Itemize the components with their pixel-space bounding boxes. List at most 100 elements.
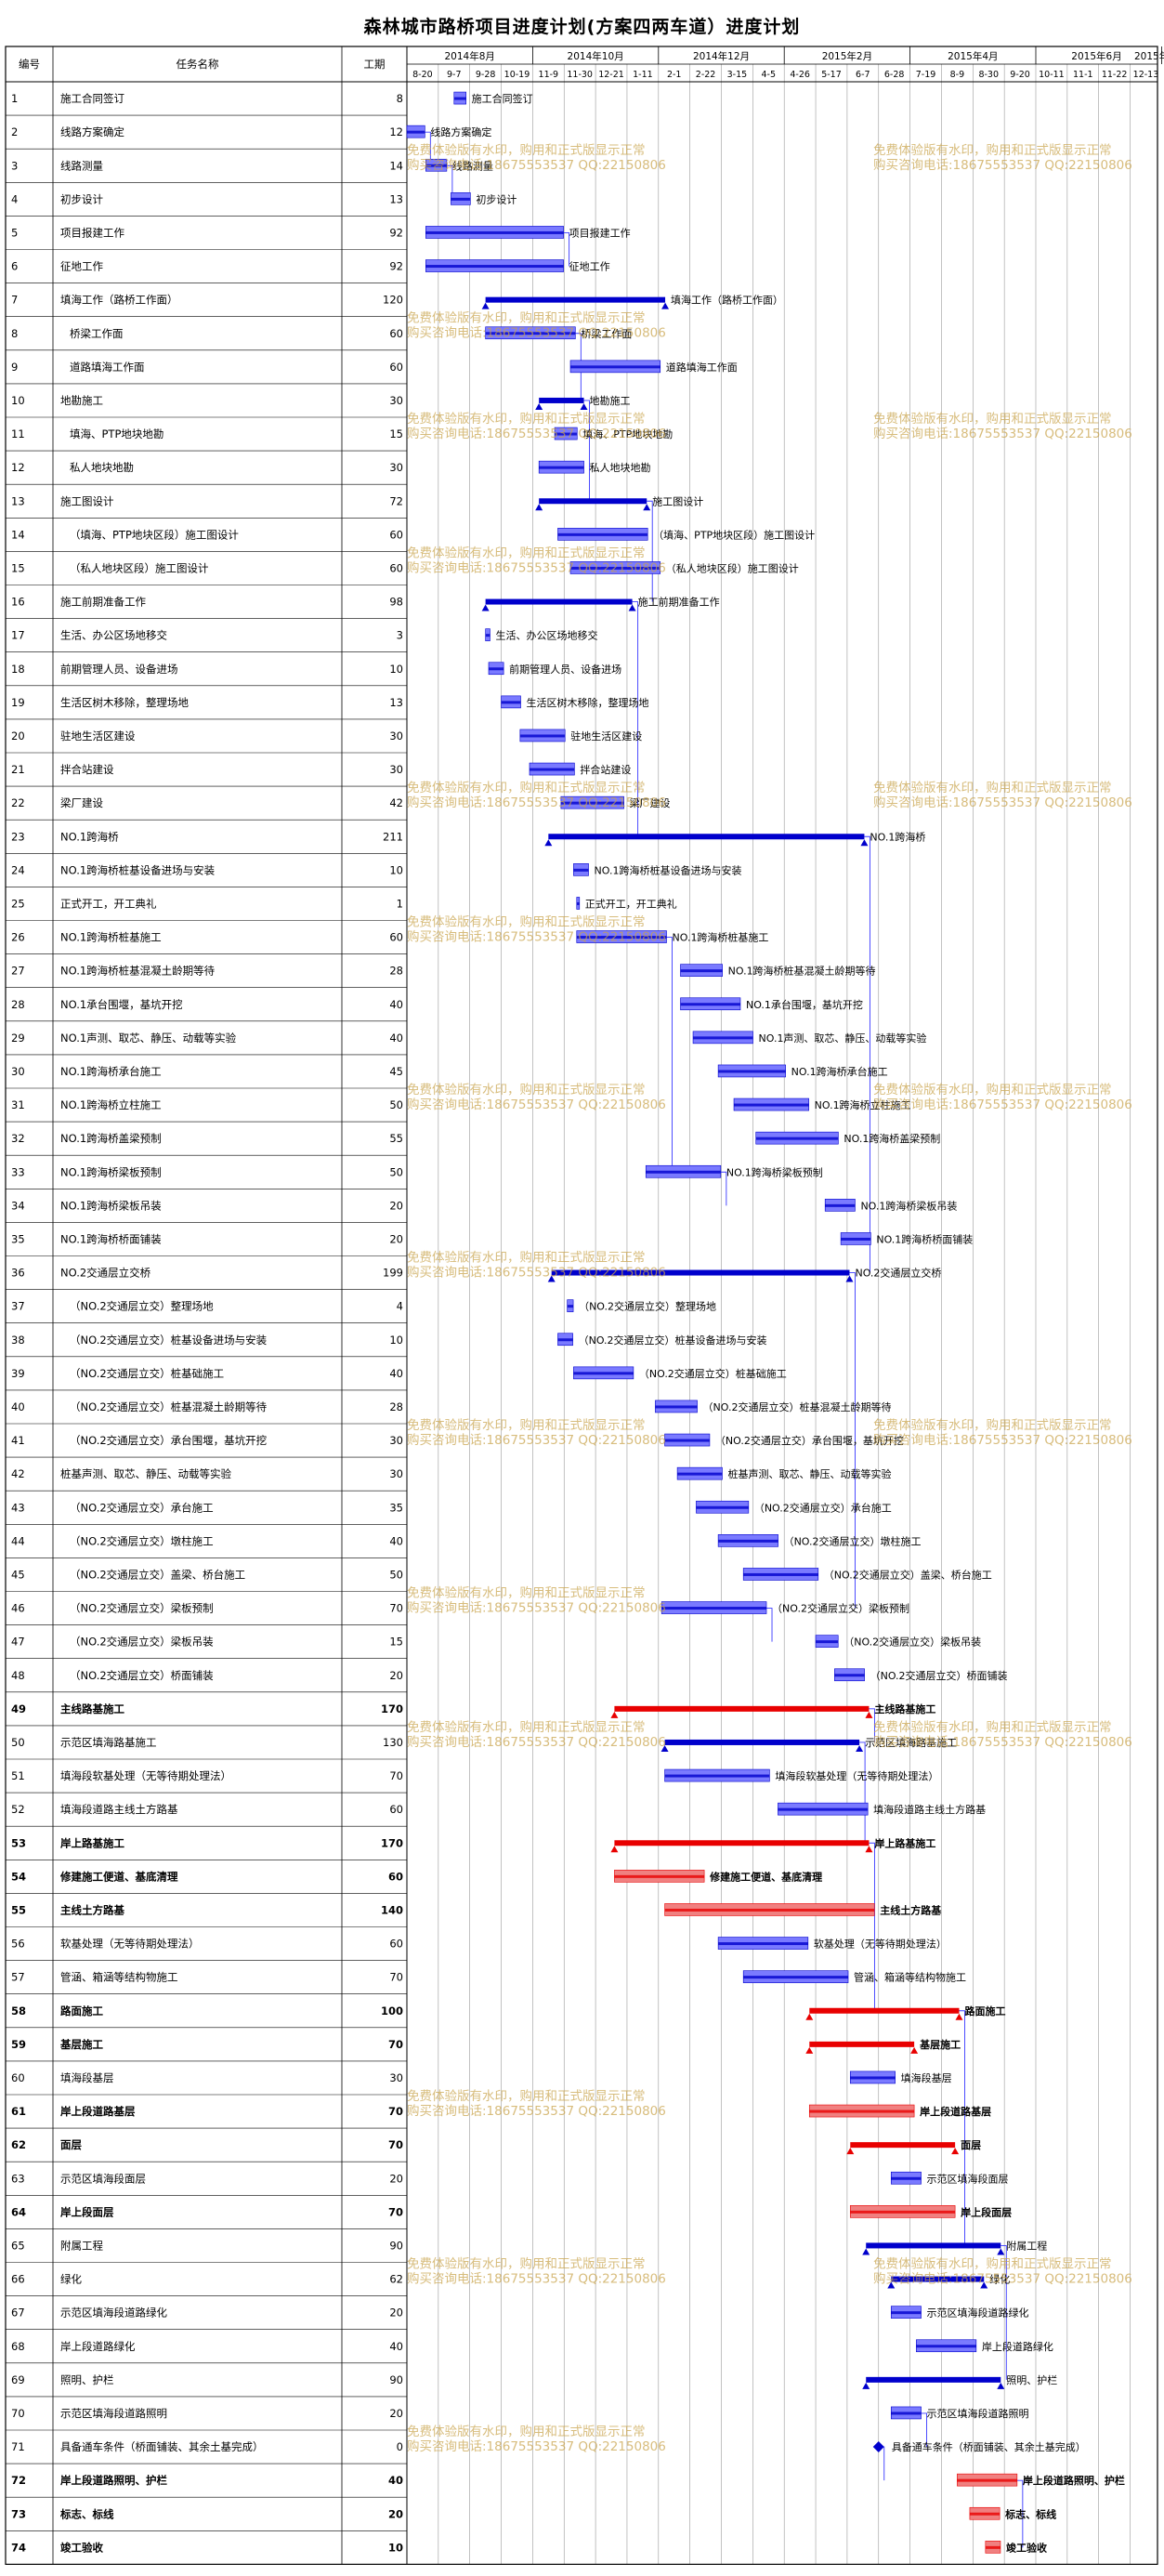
watermark-line-1: 免费体验版有水印，购用和正式版显示正常 bbox=[873, 1083, 1112, 1097]
task-name: NO.1跨海桥 bbox=[60, 830, 119, 843]
bar-label: 桥梁工作面 bbox=[581, 327, 632, 340]
task-duration: 60 bbox=[389, 931, 403, 944]
summary-bar bbox=[539, 498, 647, 505]
task-progress bbox=[425, 230, 564, 234]
task-name: 主线土方路基 bbox=[60, 1903, 124, 1916]
dependency-link bbox=[425, 131, 431, 166]
task-id: 27 bbox=[11, 965, 25, 978]
bar-label: 填海工作（路桥工作面） bbox=[671, 294, 783, 307]
bar-label: 具备通车条件（桥面铺装、其余土基完成） bbox=[892, 2440, 1086, 2453]
task-progress bbox=[453, 97, 466, 100]
task-duration: 40 bbox=[388, 2474, 403, 2487]
month-label: 2015年6月 bbox=[1071, 50, 1121, 62]
bar-label: 岸上路基施工 bbox=[874, 1836, 935, 1849]
summary-bar bbox=[614, 1705, 870, 1712]
task-duration: 70 bbox=[389, 1769, 403, 1782]
watermark-line-1: 免费体验版有水印，购用和正式版显示正常 bbox=[407, 1083, 646, 1097]
task-id: 44 bbox=[11, 1534, 25, 1547]
summary-bar bbox=[850, 2142, 956, 2149]
summary-cap bbox=[610, 1711, 619, 1718]
summary-cap bbox=[997, 2248, 1005, 2255]
task-name: 岸上路基施工 bbox=[60, 1836, 124, 1849]
watermark-line-2: 购买咨询电话:18675553537 QQ:22150806 bbox=[407, 1097, 666, 1112]
task-duration: 170 bbox=[381, 1836, 403, 1849]
week-label: 11-22 bbox=[1102, 70, 1128, 80]
task-name: 标志、标线 bbox=[59, 2507, 114, 2520]
task-id: 67 bbox=[11, 2307, 25, 2320]
summary-cap bbox=[865, 1711, 873, 1718]
bar-label: 面层 bbox=[961, 2139, 981, 2151]
week-label: 6-7 bbox=[856, 70, 870, 80]
bar-label: 填海段软基处理（无等待期处理法） bbox=[775, 1769, 938, 1782]
task-duration: 55 bbox=[389, 1132, 403, 1145]
task-id: 45 bbox=[11, 1568, 25, 1581]
bar-label: 绿化 bbox=[989, 2273, 1010, 2286]
task-id: 2 bbox=[11, 125, 18, 138]
task-duration: 92 bbox=[389, 260, 403, 273]
task-name: 岸上段道路基层 bbox=[60, 2105, 136, 2118]
watermark-line-1: 免费体验版有水印，购用和正式版显示正常 bbox=[873, 1720, 1112, 1735]
task-duration: 20 bbox=[389, 2307, 403, 2320]
task-name: 施工图设计 bbox=[60, 494, 114, 507]
task-progress bbox=[614, 1874, 705, 1878]
task-duration: 70 bbox=[389, 1602, 403, 1615]
bar-label: （NO.2交通层立交）梁板预制 bbox=[772, 1602, 909, 1615]
bar-label: 管涵、箱涵等结构物施工 bbox=[854, 1971, 966, 1984]
bar-label: 征地工作 bbox=[569, 261, 610, 273]
task-duration: 60 bbox=[389, 1938, 403, 1951]
task-id: 29 bbox=[11, 1032, 25, 1045]
header-id: 编号 bbox=[19, 58, 40, 71]
task-progress bbox=[451, 197, 471, 201]
task-id: 6 bbox=[11, 260, 18, 273]
task-name: NO.2交通层立交桥 bbox=[60, 1267, 151, 1280]
task-id: 39 bbox=[11, 1367, 25, 1380]
task-name: 项目报建工作 bbox=[60, 226, 124, 239]
task-duration: 20 bbox=[389, 1232, 403, 1245]
bar-label: 示范区填海段道路绿化 bbox=[927, 2307, 1029, 2320]
task-progress bbox=[501, 701, 521, 704]
task-id: 71 bbox=[11, 2440, 25, 2453]
task-name: NO.1声测、取芯、静压、动载等实验 bbox=[60, 1032, 237, 1045]
task-id: 43 bbox=[11, 1501, 25, 1514]
task-duration: 50 bbox=[389, 1568, 403, 1581]
bar-label: （NO.2交通层立交）梁板吊装 bbox=[844, 1636, 981, 1649]
week-label: 9-28 bbox=[476, 70, 496, 80]
task-duration: 60 bbox=[388, 1870, 403, 1883]
summary-cap bbox=[862, 2248, 870, 2255]
task-id: 22 bbox=[11, 796, 25, 809]
bar-label: 示范区填海段道路照明 bbox=[927, 2407, 1029, 2420]
task-name: 拌合站建设 bbox=[60, 763, 114, 776]
task-id: 18 bbox=[11, 663, 25, 676]
watermark-line-2: 购买咨询电话:18675553537 QQ:22150806 bbox=[407, 2104, 666, 2119]
task-name: NO.1跨海桥承台施工 bbox=[60, 1065, 162, 1078]
task-progress bbox=[825, 1203, 856, 1207]
task-id: 57 bbox=[11, 1971, 25, 1984]
task-name: NO.1跨海桥盖梁预制 bbox=[60, 1132, 162, 1145]
task-duration: 10 bbox=[389, 863, 403, 876]
task-duration: 92 bbox=[389, 226, 403, 239]
summary-cap bbox=[997, 2382, 1005, 2389]
week-label: 4-26 bbox=[790, 70, 810, 80]
bar-label: （NO.2交通层立交）桩基混凝土龄期等待 bbox=[703, 1400, 892, 1413]
task-progress bbox=[743, 1976, 849, 1979]
task-id: 1 bbox=[11, 92, 18, 105]
watermark-line-2: 购买咨询电话:18675553537 QQ:22150806 bbox=[407, 326, 666, 341]
bar-label: 路面施工 bbox=[964, 2004, 1005, 2017]
task-name: 生活、办公区场地移交 bbox=[60, 629, 167, 642]
task-duration: 20 bbox=[389, 2172, 403, 2185]
month-label: 2014年8月 bbox=[444, 50, 494, 62]
task-id: 13 bbox=[11, 494, 25, 507]
task-name: 驻地生活区建设 bbox=[60, 729, 136, 743]
task-duration: 45 bbox=[389, 1065, 403, 1078]
task-duration: 4 bbox=[397, 1300, 403, 1313]
watermark-line-2: 购买咨询电话:18675553537 QQ:22150806 bbox=[407, 1735, 666, 1750]
task-id: 70 bbox=[11, 2407, 25, 2420]
task-duration: 100 bbox=[381, 2004, 403, 2017]
bar-label: NO.1跨海桥承台施工 bbox=[791, 1065, 888, 1078]
task-id: 32 bbox=[11, 1132, 25, 1145]
task-duration: 62 bbox=[389, 2273, 403, 2286]
